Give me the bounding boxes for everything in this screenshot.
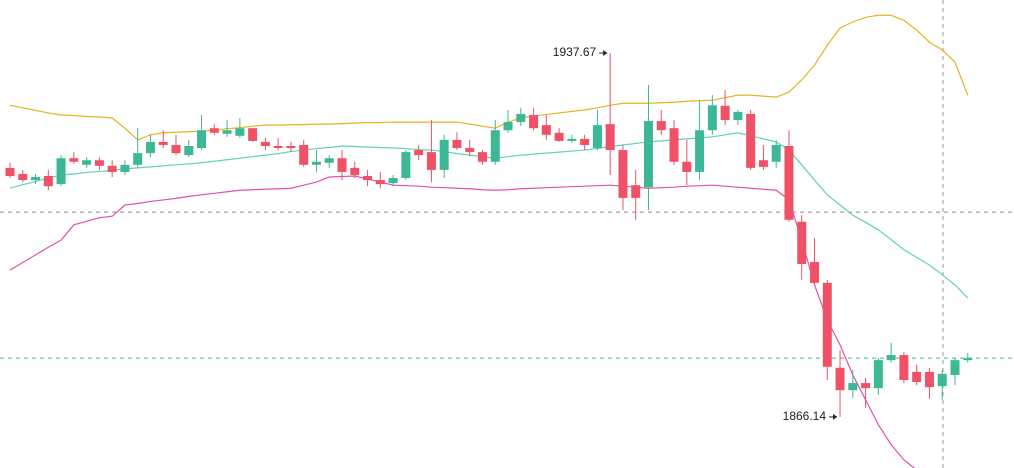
max-label: 1937.67: [553, 45, 597, 59]
candle-body: [273, 145, 283, 149]
annotation-arrowhead: [833, 413, 838, 420]
candle-body: [848, 383, 858, 391]
candle-body: [924, 371, 934, 388]
candle-body: [375, 180, 385, 185]
candle-body: [171, 144, 181, 154]
candle-body: [490, 130, 500, 162]
candle-body: [592, 125, 602, 149]
candle-body: [363, 176, 373, 181]
candle-body: [554, 132, 564, 141]
candle-body: [810, 261, 820, 283]
candle-body: [963, 358, 973, 361]
candle-body: [669, 128, 679, 162]
candle-body: [82, 160, 92, 165]
candle-body: [835, 367, 845, 391]
candle-body: [912, 371, 922, 383]
candle-body: [682, 161, 692, 172]
candle-body: [18, 173, 28, 181]
candle-body: [899, 355, 909, 380]
candle-body: [567, 138, 577, 141]
candle-body: [477, 152, 487, 162]
min-label: 1866.14: [783, 409, 827, 423]
candle-body: [5, 167, 15, 177]
candle-body: [797, 221, 807, 265]
candle-body: [465, 148, 475, 153]
candle-body: [388, 178, 398, 184]
candle-body: [771, 144, 781, 162]
candle-body: [439, 139, 449, 170]
candle-body: [120, 164, 130, 172]
candle-body: [746, 113, 756, 168]
candle-body: [707, 105, 717, 131]
candle-body: [784, 145, 794, 220]
band-line: [9, 14, 969, 141]
candle-body: [337, 158, 347, 172]
candle-body: [107, 165, 117, 172]
candle-body: [31, 177, 41, 181]
candle-body: [656, 121, 666, 131]
candle-body: [414, 150, 424, 156]
candle-body: [452, 139, 462, 149]
candle-body: [503, 122, 513, 131]
candle-body: [426, 152, 436, 170]
candle-body: [644, 121, 653, 188]
band-line: [9, 132, 969, 299]
candle-body: [873, 360, 883, 389]
candle-body: [184, 145, 194, 156]
candle-body: [260, 141, 270, 146]
candle-body: [197, 130, 207, 149]
candle-body: [158, 141, 168, 145]
candle-body: [631, 185, 641, 198]
candle-body: [56, 158, 66, 185]
candle-body: [248, 128, 258, 141]
candle-body: [145, 141, 155, 154]
candle-body: [133, 153, 143, 165]
candle-body: [299, 144, 309, 165]
candle-body: [401, 152, 411, 179]
candle-body: [618, 150, 628, 198]
candle-body: [235, 128, 245, 136]
candle-body: [350, 167, 360, 175]
band-line: [9, 175, 916, 468]
candle-body: [541, 125, 551, 135]
candle-body: [529, 114, 539, 129]
candle-body: [222, 130, 232, 134]
candle-body: [311, 161, 321, 165]
candle-body: [886, 355, 896, 361]
candle-body: [733, 111, 743, 121]
candle-body: [861, 383, 871, 389]
candle-body: [209, 128, 219, 133]
candle-body: [516, 113, 526, 123]
candle-body: [605, 124, 615, 151]
candle-body: [695, 130, 705, 172]
candle-body: [937, 373, 947, 387]
candle-body: [950, 360, 960, 375]
candle-body: [43, 176, 53, 187]
candle-body: [720, 105, 730, 121]
annotation-arrowhead: [603, 50, 608, 57]
candle-body: [94, 160, 104, 166]
candle-body: [69, 158, 79, 162]
candle-body: [580, 138, 590, 145]
candle-body: [324, 158, 334, 163]
candle-body: [286, 145, 296, 149]
candle-body: [758, 160, 768, 167]
candle-body: [822, 282, 832, 367]
